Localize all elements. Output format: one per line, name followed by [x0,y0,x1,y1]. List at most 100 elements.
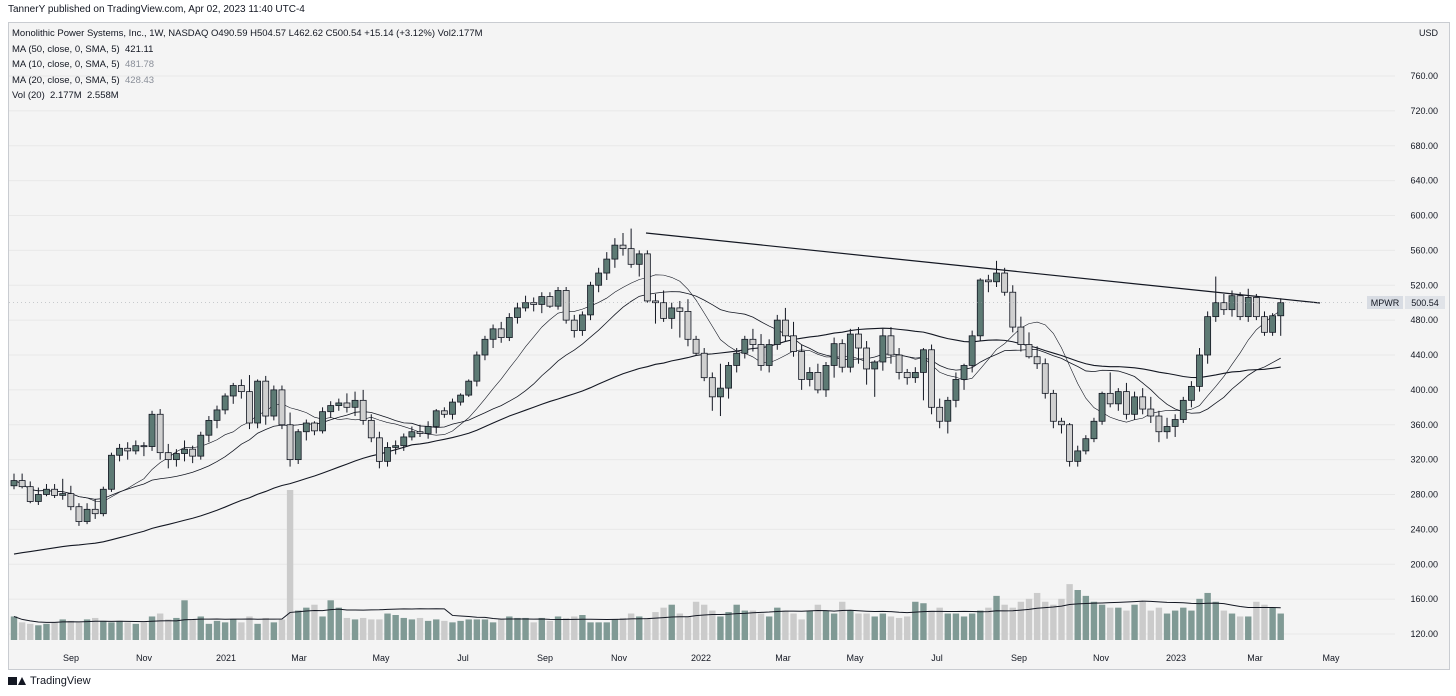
candle [489,324,497,349]
candle [700,348,708,382]
volume-bar [1050,604,1057,640]
candle-body [164,452,172,461]
candle [944,396,952,434]
volume-bar [278,619,286,640]
candle [652,293,659,324]
candle-body [741,338,749,354]
volume-bar [506,616,513,640]
candle [603,252,611,281]
candle-body [635,253,643,265]
candle [99,486,107,517]
volume-bar [1171,610,1179,640]
candle-body [367,419,375,439]
volume-bar [546,620,554,640]
volume-bar [384,613,391,640]
candle-body [124,447,132,452]
volume-bar [213,620,221,640]
volume-bar [652,612,659,640]
candle-body [1147,408,1155,417]
candle-body [132,445,140,452]
x-tick-label: 2022 [691,653,711,663]
candle-body [197,434,205,457]
candle [449,398,456,420]
candle [765,339,773,373]
candle [59,478,67,500]
volume-bar [960,616,968,640]
footer: TradingView [8,675,91,687]
candle [246,375,253,430]
volume-bar [822,610,830,640]
candle [505,313,513,342]
candle-body [725,365,732,389]
candle-body [1269,315,1276,333]
candle-body [1058,420,1065,426]
candle [1033,346,1041,369]
candle [619,232,627,256]
tradingview-logo-icon [8,676,26,686]
candle [1090,417,1098,443]
volume-bar [1107,607,1114,640]
candle [343,393,351,413]
candle [367,414,375,443]
candle [229,382,237,404]
candle [205,416,213,443]
candle [1252,293,1260,321]
candle [708,372,716,411]
candle [1106,372,1114,408]
candle-body [1049,392,1057,422]
volume-bar [595,622,602,640]
candle-body [855,333,862,349]
candle-body [700,352,708,379]
volume-bar [782,610,789,640]
volume-bar [684,616,692,640]
volume-bar [709,610,716,640]
volume-bar [473,619,481,640]
candle-body [497,328,505,338]
candle [237,379,245,399]
x-tick-label: May [846,653,864,663]
volume-bar [871,616,878,640]
candle [546,292,554,308]
candle-body [116,447,123,456]
candle-body [1204,316,1212,356]
volume-bar [108,622,115,640]
volume-bar [416,617,424,640]
candle-body [1001,272,1009,293]
x-tick-label: 2023 [1166,653,1186,663]
volume-bar [1261,604,1268,640]
volume-bar [197,616,204,640]
candle-body [798,351,806,380]
volume-bar [165,619,172,640]
candle-body [449,401,456,415]
candle-body [392,445,400,448]
y-tick-label: 400.00 [1410,385,1438,395]
candle [416,424,424,437]
volume-bar [985,607,992,640]
candle-body [1017,326,1025,345]
candle [814,363,822,394]
candle-body [1082,438,1090,452]
candle-body [627,248,635,265]
candle [635,250,643,277]
candle-body [424,426,432,434]
volume-bar [1253,601,1260,640]
volume-bar [59,619,66,640]
candle [1123,382,1130,420]
candle-body [1252,297,1260,318]
volume-bar [359,617,367,640]
candle [514,302,521,324]
y-tick-label: 680.00 [1410,141,1438,151]
candle [83,503,91,525]
candle-body [473,354,481,382]
candle [213,405,221,429]
volume-bar [230,619,237,640]
y-tick-label: 200.00 [1410,559,1438,569]
candle [806,367,814,387]
candle [43,484,50,497]
candle [465,379,473,397]
candle [668,302,676,329]
candle [1188,381,1195,408]
volume-bar [1245,616,1252,640]
candle [440,407,448,418]
